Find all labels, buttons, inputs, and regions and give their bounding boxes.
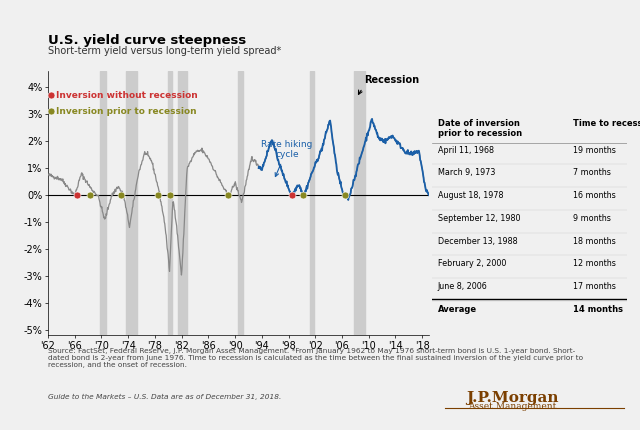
Text: Rate hiking
cycle: Rate hiking cycle xyxy=(262,139,313,177)
Text: June 8, 2006: June 8, 2006 xyxy=(438,282,488,291)
Text: 7 months: 7 months xyxy=(573,168,611,177)
Text: Inversion without recession: Inversion without recession xyxy=(56,91,198,100)
Text: December 13, 1988: December 13, 1988 xyxy=(438,237,518,246)
Text: Recession: Recession xyxy=(358,75,420,94)
Text: 16 months: 16 months xyxy=(573,191,615,200)
Bar xyxy=(310,71,314,335)
Text: Guide to the Markets – U.S. Data are as of December 31, 2018.: Guide to the Markets – U.S. Data are as … xyxy=(48,393,282,399)
Text: Source: FactSet, Federal Reserve, J.P. Morgan Asset Management. *From January 19: Source: FactSet, Federal Reserve, J.P. M… xyxy=(48,348,583,369)
Text: 9 months: 9 months xyxy=(573,214,611,223)
Bar xyxy=(354,71,365,335)
Text: Time to recession: Time to recession xyxy=(573,119,640,128)
Text: Inversion prior to recession: Inversion prior to recession xyxy=(56,107,196,116)
Text: 12 months: 12 months xyxy=(573,259,616,268)
Text: Date of inversion
prior to recession: Date of inversion prior to recession xyxy=(438,119,522,138)
Text: August 18, 1978: August 18, 1978 xyxy=(438,191,503,200)
Text: February 2, 2000: February 2, 2000 xyxy=(438,259,506,268)
Text: September 12, 1980: September 12, 1980 xyxy=(438,214,520,223)
Text: Short-term yield versus long-term yield spread*: Short-term yield versus long-term yield … xyxy=(48,46,281,56)
Text: J.P.Morgan: J.P.Morgan xyxy=(466,391,558,405)
Text: U.S. yield curve steepness: U.S. yield curve steepness xyxy=(48,34,246,47)
Bar xyxy=(168,71,172,335)
Text: 19 months: 19 months xyxy=(573,146,616,155)
Text: March 9, 1973: March 9, 1973 xyxy=(438,168,495,177)
Bar xyxy=(238,71,243,335)
Text: 18 months: 18 months xyxy=(573,237,615,246)
Text: 17 months: 17 months xyxy=(573,282,616,291)
Bar xyxy=(100,71,106,335)
Text: Asset Management: Asset Management xyxy=(468,402,556,412)
Text: Average: Average xyxy=(438,305,477,314)
Bar xyxy=(127,71,136,335)
Text: April 11, 1968: April 11, 1968 xyxy=(438,146,494,155)
Text: 14 months: 14 months xyxy=(573,305,623,314)
Bar xyxy=(179,71,187,335)
